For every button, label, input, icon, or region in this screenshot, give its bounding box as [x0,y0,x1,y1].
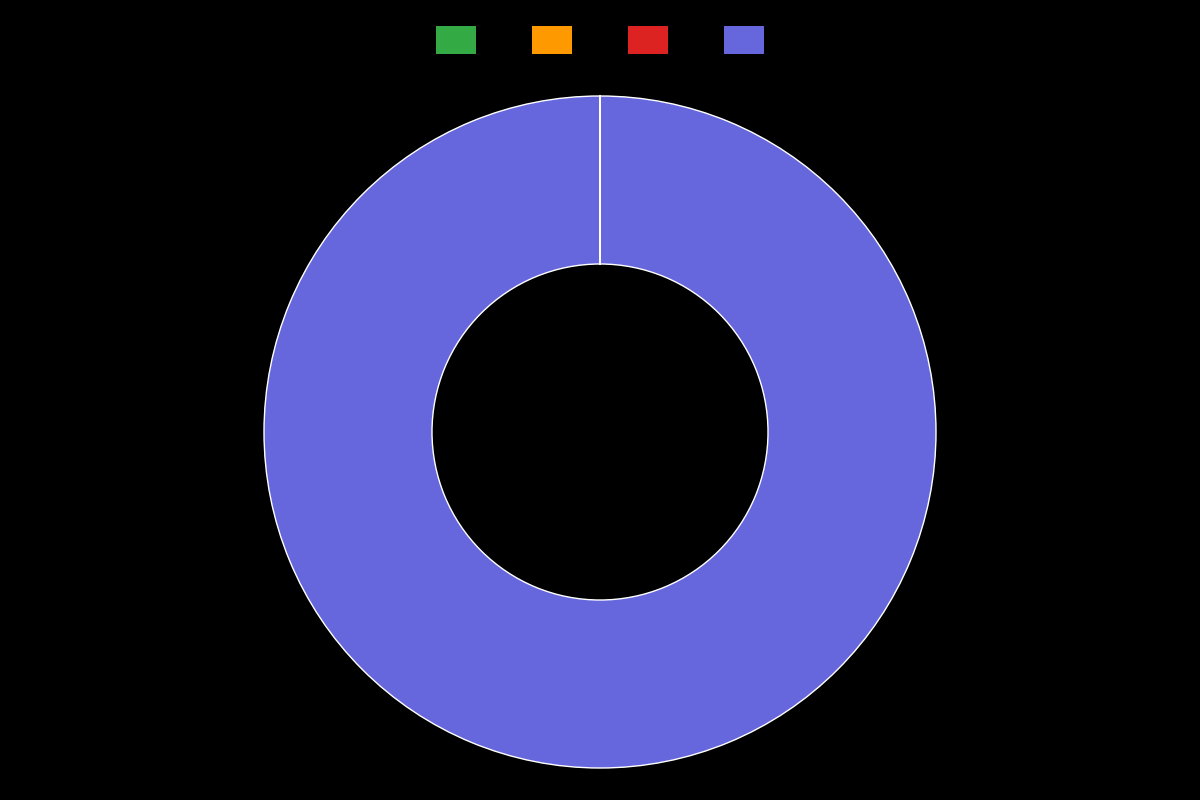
FancyBboxPatch shape [628,26,668,54]
FancyBboxPatch shape [532,26,572,54]
FancyBboxPatch shape [724,26,764,54]
Wedge shape [264,96,936,768]
FancyBboxPatch shape [436,26,476,54]
